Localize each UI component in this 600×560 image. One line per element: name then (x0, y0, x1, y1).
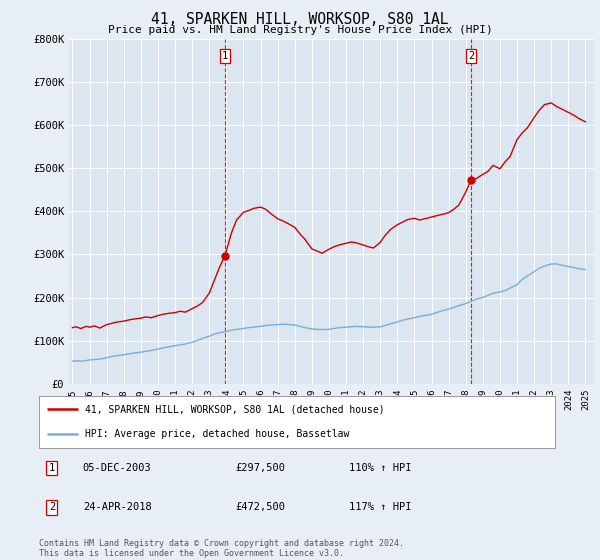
Text: Contains HM Land Registry data © Crown copyright and database right 2024.
This d: Contains HM Land Registry data © Crown c… (39, 539, 404, 558)
Text: 05-DEC-2003: 05-DEC-2003 (83, 463, 152, 473)
Text: 1: 1 (222, 52, 228, 61)
Text: 41, SPARKEN HILL, WORKSOP, S80 1AL: 41, SPARKEN HILL, WORKSOP, S80 1AL (151, 12, 449, 27)
Text: 24-APR-2018: 24-APR-2018 (83, 502, 152, 512)
Text: £297,500: £297,500 (235, 463, 285, 473)
Text: 110% ↑ HPI: 110% ↑ HPI (349, 463, 411, 473)
Text: 41, SPARKEN HILL, WORKSOP, S80 1AL (detached house): 41, SPARKEN HILL, WORKSOP, S80 1AL (deta… (85, 404, 385, 414)
Text: 117% ↑ HPI: 117% ↑ HPI (349, 502, 411, 512)
Text: 2: 2 (468, 52, 474, 61)
Text: Price paid vs. HM Land Registry's House Price Index (HPI): Price paid vs. HM Land Registry's House … (107, 25, 493, 35)
Text: 2: 2 (49, 502, 55, 512)
Text: £472,500: £472,500 (235, 502, 285, 512)
Text: 1: 1 (49, 463, 55, 473)
Text: HPI: Average price, detached house, Bassetlaw: HPI: Average price, detached house, Bass… (85, 430, 350, 440)
